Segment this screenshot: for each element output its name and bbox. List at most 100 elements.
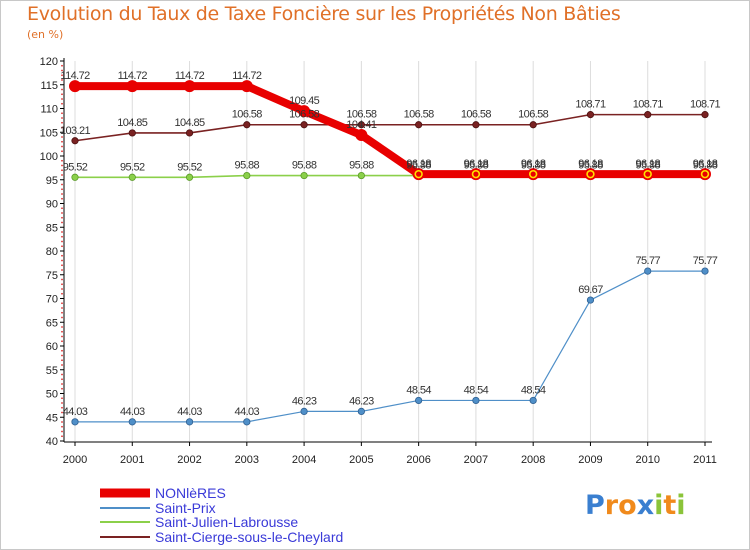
data-label: 44.03 [63, 406, 88, 418]
y-tick-label: 120 [40, 56, 58, 68]
y-tick-label: 115 [40, 80, 58, 92]
data-point-ring [586, 169, 595, 179]
y-minor-tick [61, 354, 63, 357]
data-point [529, 121, 537, 129]
y-tick-label: 75 [46, 270, 58, 282]
data-point [357, 407, 365, 416]
data-label: 95.88 [235, 160, 260, 172]
y-minor-tick [61, 259, 63, 262]
y-tick-label: 90 [46, 199, 58, 211]
y-minor-tick [61, 212, 63, 214]
y-tick-label: 95 [46, 175, 58, 187]
series-line [71, 82, 709, 179]
data-point-ring [700, 169, 710, 179]
x-tick-label: 2010 [635, 454, 659, 466]
data-label: 106.58 [289, 109, 320, 121]
data-point [128, 173, 136, 181]
y-minor-tick [61, 288, 63, 290]
data-point [71, 418, 79, 426]
data-point [126, 80, 139, 93]
y-tick-label: 60 [46, 341, 58, 353]
y-minor-tick [61, 383, 63, 385]
data-label: 44.03 [120, 406, 145, 418]
data-label: 104.41 [346, 119, 377, 131]
legend-label: Saint-Cierge-sous-le-Cheylard [155, 529, 343, 545]
y-minor-tick [61, 174, 63, 176]
y-tick-label: 70 [46, 294, 58, 306]
logo-letter: t [663, 490, 677, 521]
data-point [300, 171, 308, 180]
y-minor-tick [61, 164, 63, 167]
legend-label: NONlèRES [155, 485, 226, 501]
data-label: 69.67 [578, 284, 603, 296]
data-label: 95.88 [693, 160, 718, 172]
y-minor-tick [61, 302, 63, 305]
y-minor-tick [61, 316, 63, 319]
y-minor-tick [61, 188, 63, 191]
y-minor-tick [61, 240, 63, 243]
data-point [69, 80, 81, 93]
data-label: 104.85 [117, 117, 148, 129]
data-point [128, 418, 136, 426]
data-label: 96.18 [578, 158, 603, 170]
data-point [71, 173, 79, 181]
chart-unit-label: (en %) [27, 28, 64, 41]
data-point [355, 129, 368, 142]
x-tick-label: 2007 [464, 454, 488, 466]
data-point [701, 111, 709, 119]
data-point [586, 111, 595, 119]
data-point [300, 121, 308, 129]
data-label: 96.18 [693, 158, 718, 170]
legend: NONlèRESSaint-PrixSaint-Julien-Labrousse… [100, 485, 343, 545]
data-label: 95.88 [578, 160, 603, 172]
data-label: 48.54 [521, 384, 546, 396]
data-point [185, 129, 194, 137]
data-point [185, 173, 194, 181]
data-point [357, 171, 365, 180]
y-minor-tick [61, 93, 63, 96]
data-point [415, 121, 423, 129]
y-tick-label: 100 [40, 151, 58, 163]
x-tick-label: 2008 [521, 454, 545, 466]
data-label: 48.54 [406, 384, 431, 396]
y-minor-tick [61, 254, 63, 257]
data-label: 95.52 [177, 161, 202, 173]
y-minor-tick [61, 430, 63, 433]
y-minor-tick [61, 193, 63, 195]
y-minor-tick [61, 402, 63, 404]
series-1 [71, 267, 709, 426]
x-tick-label: 2000 [63, 454, 87, 466]
legend-label: Saint-Prix [155, 500, 216, 516]
y-tick-label: 65 [46, 317, 58, 329]
data-label: 114.72 [175, 70, 205, 82]
data-point [701, 267, 709, 275]
y-minor-tick [61, 359, 63, 362]
y-minor-tick [61, 264, 63, 267]
data-point [71, 137, 79, 145]
data-label: 96.18 [464, 158, 489, 170]
data-label: 44.03 [235, 406, 260, 418]
y-minor-tick [61, 183, 63, 186]
data-label: 95.52 [120, 161, 145, 173]
data-point [300, 407, 308, 416]
y-minor-tick [61, 335, 63, 338]
data-label: 106.58 [518, 109, 549, 121]
data-labels: 44.03 44.03 44.03 44.03 46.23 46.23 48.54 48.54… [60, 70, 721, 418]
y-minor-tick [61, 283, 63, 286]
y-minor-tick [61, 311, 63, 314]
data-point [357, 121, 365, 129]
y-minor-tick [61, 69, 63, 72]
y-minor-tick [61, 216, 63, 219]
y-minor-tick [61, 64, 63, 67]
y-minor-tick [61, 197, 63, 200]
data-label: 95.88 [464, 160, 489, 172]
data-point-ring [528, 169, 538, 179]
data-label: 108.71 [633, 99, 664, 111]
data-point [472, 396, 480, 405]
x-tick-label: 2011 [693, 454, 717, 466]
grid-lines [74, 61, 706, 441]
data-label: 106.58 [232, 109, 263, 121]
data-point [243, 418, 251, 426]
data-label: 108.71 [690, 99, 721, 111]
